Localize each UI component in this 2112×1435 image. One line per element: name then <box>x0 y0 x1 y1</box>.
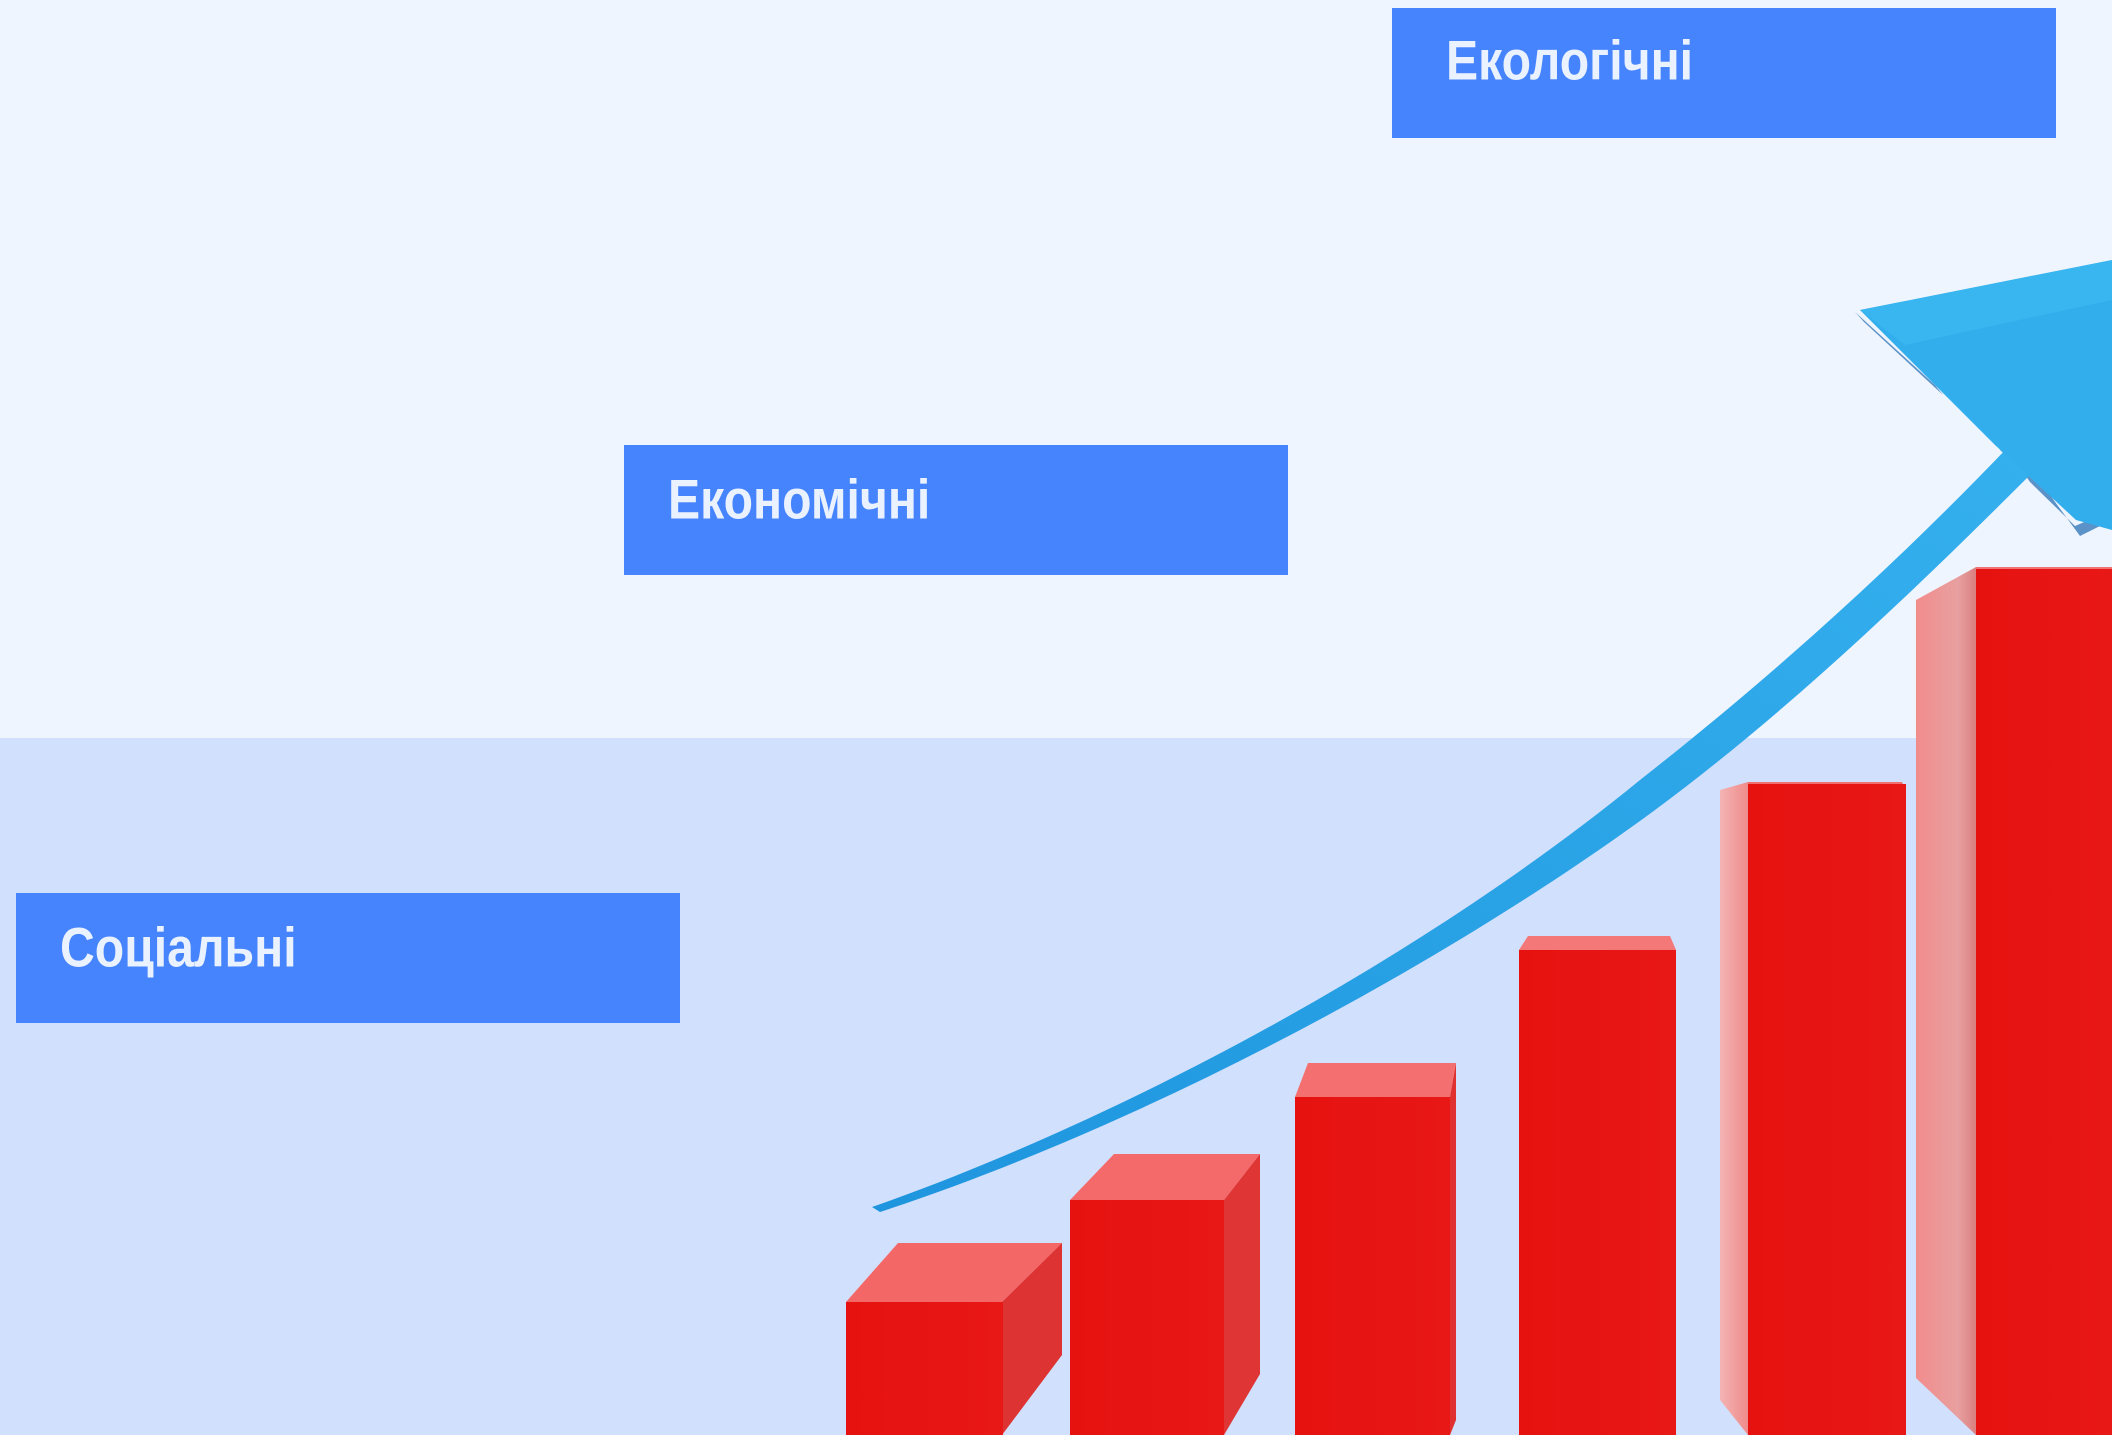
bar-6 <box>1916 567 2112 1435</box>
label-social-text: Соціальні <box>60 915 297 979</box>
label-economic-text: Економічні <box>668 467 931 531</box>
bar-4 <box>1519 936 1676 1435</box>
label-ecological: Екологічні <box>1392 8 2056 138</box>
rising-arrow-icon <box>872 260 2112 1212</box>
label-social: Соціальні <box>16 893 680 1023</box>
bar-1 <box>846 1243 1062 1435</box>
label-ecological-text: Екологічні <box>1446 28 1694 92</box>
label-economic: Економічні <box>624 445 1288 575</box>
bar-5 <box>1720 782 1906 1435</box>
bar-2 <box>1070 1154 1260 1435</box>
bar-3 <box>1295 1063 1456 1435</box>
